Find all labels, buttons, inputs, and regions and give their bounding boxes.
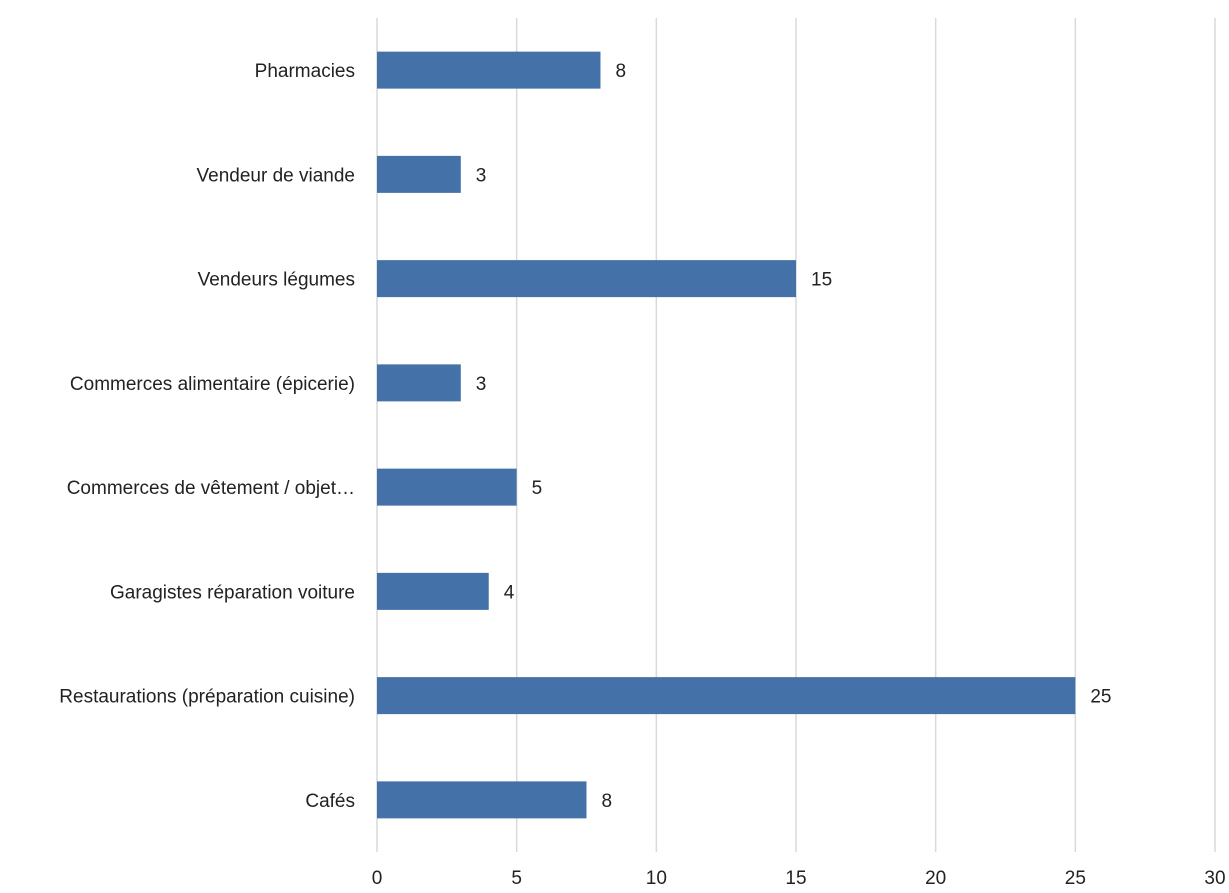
category-label: Garagistes réparation voiture	[110, 582, 355, 603]
category-label: Pharmacies	[255, 61, 355, 82]
data-label: 15	[811, 270, 832, 291]
category-label: Commerces de vêtement / objet…	[67, 478, 355, 499]
data-label: 25	[1090, 687, 1111, 708]
bar	[377, 781, 587, 819]
labels: 0 5 10 15 20 25 30 Pharmacies 8 Vendeur de viande…	[59, 61, 1225, 889]
bar	[377, 677, 1076, 715]
category-label: Vendeur de viande	[197, 165, 355, 186]
gridlines	[376, 18, 1216, 852]
bar	[377, 572, 489, 610]
bar	[377, 155, 461, 193]
data-label: 8	[615, 61, 626, 82]
data-label: 3	[476, 165, 487, 186]
bar	[377, 51, 601, 89]
category-label: Cafés	[305, 791, 355, 812]
x-tick-label: 10	[646, 868, 667, 889]
x-tick-label: 25	[1065, 868, 1086, 889]
data-label: 8	[602, 791, 613, 812]
category-label: Commerces alimentaire (épicerie)	[70, 374, 355, 395]
bar	[377, 260, 796, 298]
data-label: 5	[532, 478, 543, 499]
category-label: Restaurations (préparation cuisine)	[59, 687, 355, 708]
x-tick-label: 15	[785, 868, 806, 889]
x-tick-label: 0	[372, 868, 383, 889]
bar	[377, 364, 461, 402]
bar	[377, 468, 517, 506]
x-tick-label: 30	[1204, 868, 1225, 889]
data-label: 3	[476, 374, 487, 395]
bars	[377, 51, 1076, 819]
x-tick-label: 5	[511, 868, 522, 889]
category-label: Vendeurs légumes	[198, 270, 355, 291]
data-label: 4	[504, 582, 515, 603]
x-tick-label: 20	[925, 868, 946, 889]
